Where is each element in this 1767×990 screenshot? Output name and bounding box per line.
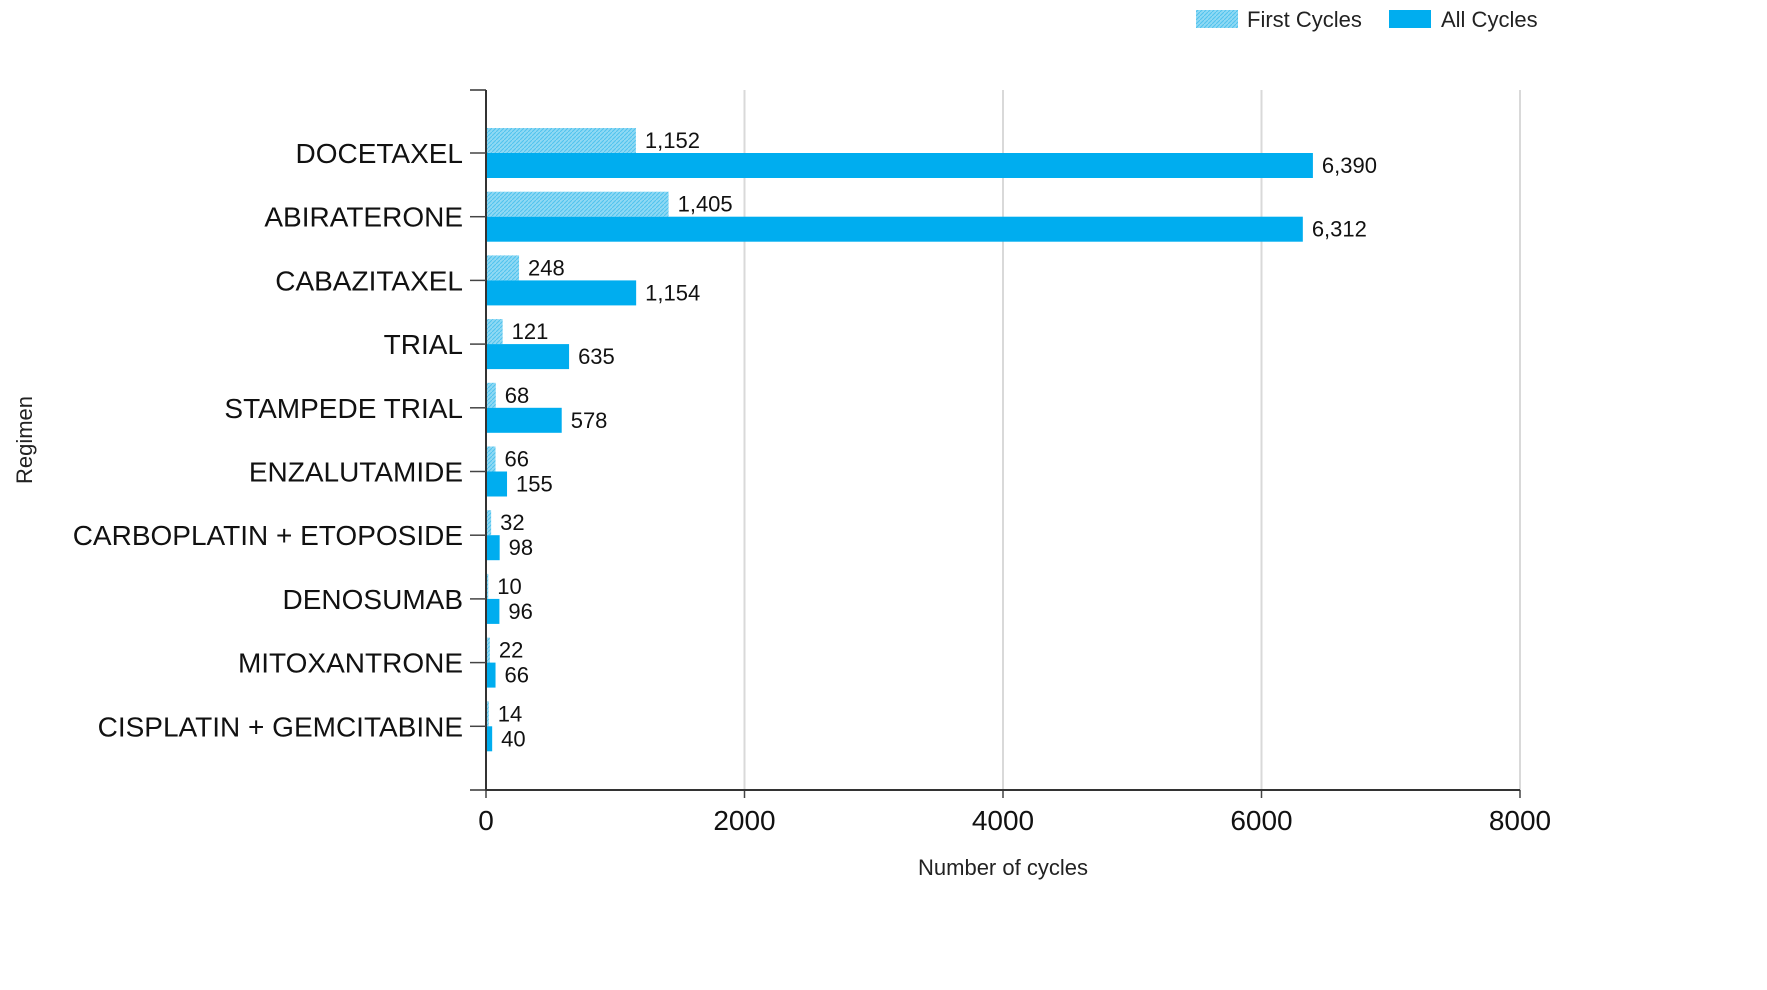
data-label-all-cycles-docetaxel: 6,390 xyxy=(1322,153,1377,178)
bar-all-cycles-cabazitaxel xyxy=(487,280,637,306)
data-label-first-cycles-cisplatin-gemcitabine: 14 xyxy=(498,701,522,726)
category-label-carboplatin-etoposide: CARBOPLATIN + ETOPOSIDE xyxy=(73,520,463,551)
legend-label-first-cycles: First Cycles xyxy=(1247,7,1362,32)
category-label-enzalutamide: ENZALUTAMIDE xyxy=(249,457,463,488)
bar-first-cycles-denosumab xyxy=(487,573,489,599)
data-label-first-cycles-trial: 121 xyxy=(512,319,549,344)
legend: First Cycles All Cycles xyxy=(1196,7,1538,32)
data-label-first-cycles-denosumab: 10 xyxy=(497,574,521,599)
y-axis-title: Regimen xyxy=(12,396,37,484)
category-label-cabazitaxel: CABAZITAXEL xyxy=(275,265,463,296)
data-label-all-cycles-cabazitaxel: 1,154 xyxy=(645,280,700,305)
legend-swatch-first-cycles xyxy=(1196,10,1238,28)
data-label-all-cycles-enzalutamide: 155 xyxy=(516,472,553,497)
data-label-all-cycles-stampede-trial: 578 xyxy=(571,408,608,433)
category-label-cisplatin-gemcitabine: CISPLATIN + GEMCITABINE xyxy=(98,711,463,742)
category-label-abiraterone: ABIRATERONE xyxy=(264,202,463,233)
data-label-first-cycles-mitoxantrone: 22 xyxy=(499,638,523,663)
bar-first-cycles-cabazitaxel xyxy=(487,255,520,281)
bars xyxy=(487,128,1313,752)
category-label-docetaxel: DOCETAXEL xyxy=(295,138,463,169)
legend-label-all-cycles: All Cycles xyxy=(1441,7,1538,32)
bar-all-cycles-trial xyxy=(487,344,570,370)
category-label-trial: TRIAL xyxy=(384,329,463,360)
bar-all-cycles-stampede-trial xyxy=(487,407,562,433)
data-label-all-cycles-denosumab: 96 xyxy=(508,599,532,624)
bar-all-cycles-abiraterone xyxy=(487,216,1303,242)
x-tick-label-8000: 8000 xyxy=(1489,805,1551,836)
gridlines xyxy=(743,90,1521,790)
bar-all-cycles-denosumab xyxy=(487,598,500,624)
x-tick-label-6000: 6000 xyxy=(1230,805,1292,836)
data-label-first-cycles-carboplatin-etoposide: 32 xyxy=(500,510,524,535)
data-label-all-cycles-mitoxantrone: 66 xyxy=(505,663,529,688)
data-label-all-cycles-trial: 635 xyxy=(578,344,615,369)
x-axis-title: Number of cycles xyxy=(918,855,1088,880)
bar-first-cycles-docetaxel xyxy=(487,128,636,153)
bar-first-cycles-cisplatin-gemcitabine xyxy=(487,701,489,727)
legend-swatch-all-cycles xyxy=(1389,10,1431,28)
data-label-all-cycles-abiraterone: 6,312 xyxy=(1312,217,1367,242)
x-tick-label-4000: 4000 xyxy=(972,805,1034,836)
bar-first-cycles-carboplatin-etoposide xyxy=(487,510,492,536)
bar-all-cycles-carboplatin-etoposide xyxy=(487,535,500,561)
category-label-mitoxantrone: MITOXANTRONE xyxy=(238,648,463,679)
axes xyxy=(470,89,1521,798)
data-label-first-cycles-enzalutamide: 66 xyxy=(505,447,529,472)
bar-all-cycles-mitoxantrone xyxy=(487,662,496,688)
data-label-first-cycles-abiraterone: 1,405 xyxy=(678,192,733,217)
category-label-denosumab: DENOSUMAB xyxy=(283,584,463,615)
bar-all-cycles-docetaxel xyxy=(487,153,1313,178)
data-label-all-cycles-carboplatin-etoposide: 98 xyxy=(509,535,533,560)
x-tick-label-2000: 2000 xyxy=(713,805,775,836)
bar-first-cycles-stampede-trial xyxy=(487,382,496,408)
data-label-first-cycles-stampede-trial: 68 xyxy=(505,383,529,408)
bar-all-cycles-enzalutamide xyxy=(487,471,508,497)
labels: 0 2000 4000 6000 8000 DOCETAXEL 1,152 6,390 ABIR… xyxy=(73,128,1551,836)
bar-first-cycles-abiraterone xyxy=(487,191,669,217)
category-label-stampede-trial: STAMPEDE TRIAL xyxy=(224,393,463,424)
x-tick-label-0: 0 xyxy=(478,805,494,836)
bar-first-cycles-mitoxantrone xyxy=(487,637,490,663)
bar-all-cycles-cisplatin-gemcitabine xyxy=(487,726,493,752)
data-label-all-cycles-cisplatin-gemcitabine: 40 xyxy=(501,726,525,751)
data-label-first-cycles-cabazitaxel: 248 xyxy=(528,255,565,280)
bar-first-cycles-enzalutamide xyxy=(487,446,496,472)
data-label-first-cycles-docetaxel: 1,152 xyxy=(645,128,700,153)
bar-first-cycles-trial xyxy=(487,319,503,345)
